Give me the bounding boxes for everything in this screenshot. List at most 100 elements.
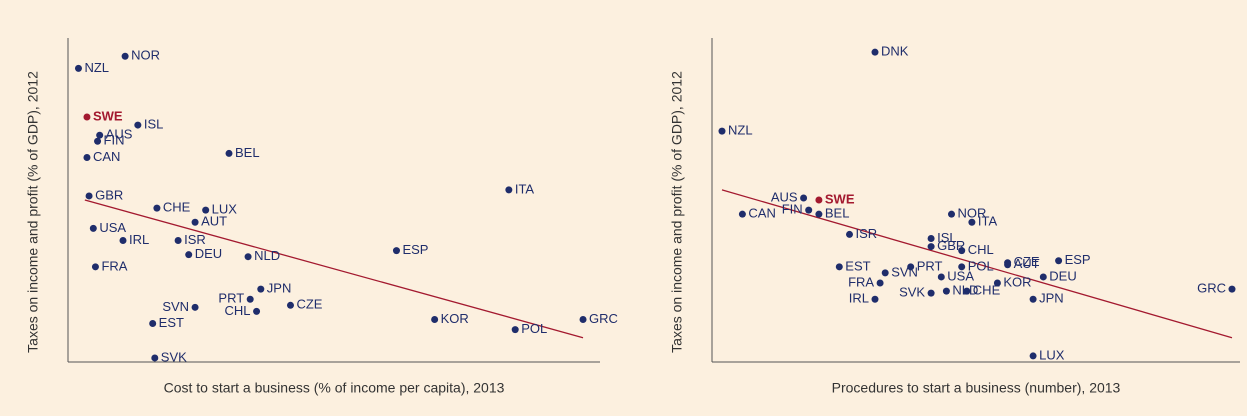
- trend-line: [721, 189, 1233, 339]
- point-label: BEL: [825, 206, 850, 221]
- point: [185, 251, 193, 259]
- point: [91, 263, 99, 271]
- point-label: ITA: [515, 181, 535, 196]
- point: [253, 307, 261, 315]
- point-label: DEU: [1049, 268, 1076, 283]
- point-label: KOR: [441, 311, 469, 326]
- point-label: CAN: [93, 149, 120, 164]
- point: [246, 295, 254, 303]
- point-label: GBR: [937, 238, 965, 253]
- point: [1029, 295, 1037, 303]
- point: [963, 287, 971, 295]
- point: [948, 210, 955, 218]
- point-label: CHE: [973, 283, 1001, 298]
- point: [392, 247, 400, 255]
- point-label: KOR: [1003, 274, 1031, 289]
- point: [907, 263, 915, 271]
- point: [191, 303, 199, 311]
- point: [835, 263, 843, 271]
- point-label: JPN: [1039, 291, 1064, 306]
- point: [121, 52, 129, 60]
- point-label: NLD: [254, 248, 280, 263]
- point: [1055, 257, 1063, 265]
- point: [881, 269, 889, 277]
- y-axis-label: Taxes on income and profit (% of GDP), 2…: [25, 71, 41, 353]
- point-label: PRT: [917, 258, 943, 273]
- point-label: SWE: [825, 191, 855, 206]
- point: [257, 285, 265, 293]
- point-label: GBR: [95, 187, 123, 202]
- point: [815, 196, 823, 204]
- point: [718, 127, 726, 135]
- point: [244, 253, 252, 261]
- point-label: AUS: [771, 189, 798, 204]
- point: [134, 121, 142, 129]
- point: [871, 48, 879, 56]
- point: [927, 243, 935, 251]
- point-label: SVK: [161, 349, 187, 364]
- point: [431, 315, 439, 323]
- point-label: GRC: [589, 311, 618, 326]
- point-label: NZL: [728, 123, 753, 138]
- point-label: IRL: [129, 232, 149, 247]
- point-label: ESP: [402, 242, 428, 257]
- point: [83, 113, 91, 121]
- point: [876, 279, 884, 287]
- point-label: BEL: [235, 145, 260, 160]
- trend-line: [84, 199, 584, 339]
- point-label: SVN: [162, 299, 189, 314]
- point: [937, 273, 945, 281]
- point: [83, 153, 91, 161]
- point: [89, 224, 97, 232]
- x-axis-label: Cost to start a business (% of income pe…: [164, 380, 505, 396]
- point: [1228, 285, 1236, 293]
- point: [968, 218, 976, 226]
- point-label: AUT: [201, 214, 227, 229]
- point: [225, 149, 233, 157]
- point: [871, 295, 879, 303]
- y-axis-label: Taxes on income and profit (% of GDP), 2…: [669, 71, 685, 353]
- point-label: IRL: [849, 291, 869, 306]
- point-label: FRA: [848, 274, 874, 289]
- point-label: NOR: [958, 206, 987, 221]
- point-label: SVK: [899, 285, 925, 300]
- point-label: FIN: [104, 133, 125, 148]
- point-label: FRA: [101, 258, 127, 273]
- point: [1039, 273, 1047, 281]
- point-label: POL: [521, 321, 547, 336]
- point: [805, 206, 813, 214]
- point-label: PRT: [218, 291, 244, 306]
- point-label: CZE: [296, 297, 322, 312]
- point: [191, 218, 199, 226]
- point: [96, 131, 104, 139]
- point: [958, 263, 966, 271]
- point-label: JPN: [267, 281, 292, 296]
- point: [800, 194, 808, 202]
- x-axis-label: Procedures to start a business (number),…: [832, 380, 1121, 396]
- point: [927, 234, 935, 242]
- point-label: DEU: [195, 246, 222, 261]
- point-label: DNK: [881, 44, 909, 59]
- point: [151, 354, 159, 362]
- point-label: FIN: [782, 202, 803, 217]
- point: [1004, 261, 1012, 269]
- point-label: EST: [159, 315, 184, 330]
- point: [149, 320, 157, 328]
- point: [942, 287, 950, 295]
- point-label: ISL: [937, 230, 957, 245]
- point-label: ISR: [184, 232, 206, 247]
- point-label: ITA: [978, 214, 998, 229]
- point: [94, 137, 102, 145]
- point-label: NLD: [952, 283, 978, 298]
- point-label: CAN: [748, 206, 775, 221]
- point-label: USA: [947, 268, 974, 283]
- point: [174, 237, 182, 244]
- point-label: LUX: [212, 202, 238, 217]
- point: [579, 315, 587, 323]
- point: [505, 186, 513, 194]
- point: [958, 247, 966, 255]
- point: [511, 326, 519, 334]
- point-label: AUS: [106, 127, 133, 142]
- point-label: ISR: [856, 226, 878, 241]
- point-label: AUT: [1014, 256, 1040, 271]
